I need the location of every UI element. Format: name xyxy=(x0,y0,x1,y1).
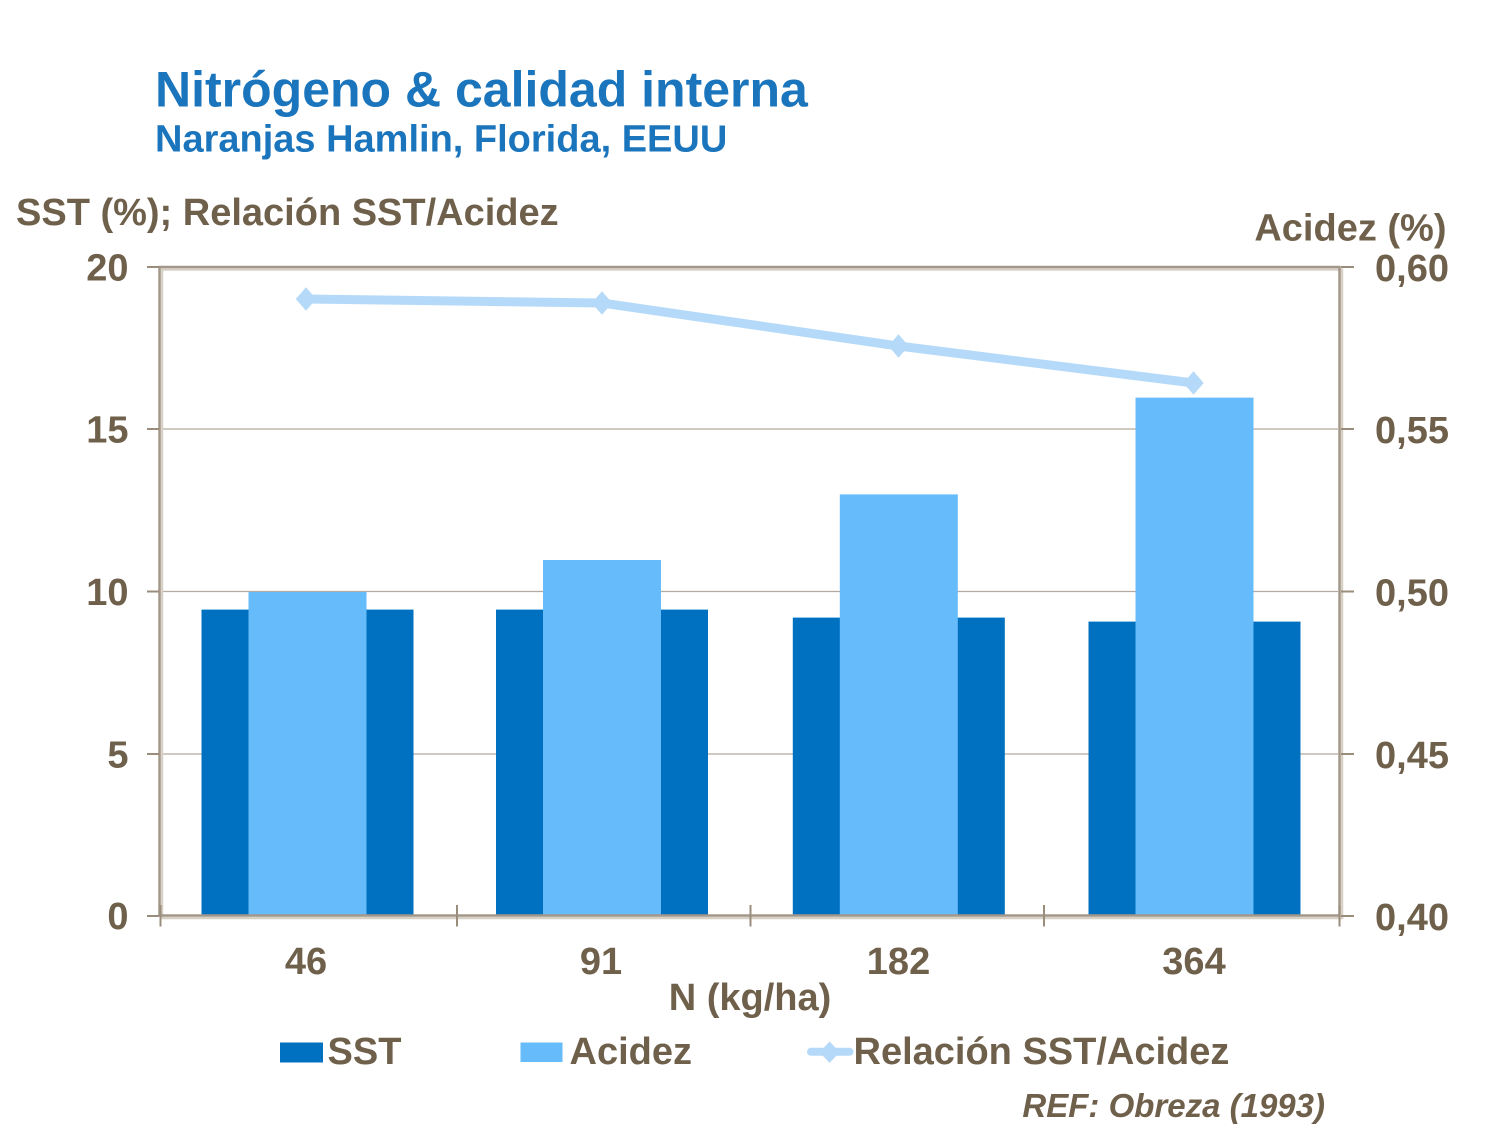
svg-text:15: 15 xyxy=(86,410,128,452)
svg-text:0,55: 0,55 xyxy=(1375,410,1449,452)
svg-text:10: 10 xyxy=(86,572,128,614)
svg-text:SST: SST xyxy=(328,1031,402,1073)
svg-text:0,60: 0,60 xyxy=(1375,248,1449,290)
svg-text:0,45: 0,45 xyxy=(1375,735,1449,777)
svg-text:5: 5 xyxy=(107,735,128,777)
svg-text:20: 20 xyxy=(86,248,128,290)
svg-text:0,40: 0,40 xyxy=(1375,897,1449,939)
svg-text:Acidez: Acidez xyxy=(570,1031,692,1073)
svg-text:SST (%); Relación SST/Acidez: SST (%); Relación SST/Acidez xyxy=(16,192,559,234)
svg-text:46: 46 xyxy=(285,941,327,983)
svg-text:364: 364 xyxy=(1162,941,1225,983)
svg-text:Nitrógeno & calidad interna: Nitrógeno & calidad interna xyxy=(155,62,809,118)
svg-text:Relación SST/Acidez: Relación SST/Acidez xyxy=(854,1031,1230,1073)
svg-text:91: 91 xyxy=(580,941,622,983)
svg-text:182: 182 xyxy=(867,941,930,983)
svg-text:REF: Obreza (1993): REF: Obreza (1993) xyxy=(1022,1087,1325,1124)
svg-text:N (kg/ha): N (kg/ha) xyxy=(669,977,832,1019)
svg-text:0,50: 0,50 xyxy=(1375,572,1449,614)
svg-text:Acidez (%): Acidez (%) xyxy=(1254,208,1446,250)
svg-text:Naranjas Hamlin, Florida, EEUU: Naranjas Hamlin, Florida, EEUU xyxy=(155,118,727,160)
svg-text:0: 0 xyxy=(107,896,128,938)
